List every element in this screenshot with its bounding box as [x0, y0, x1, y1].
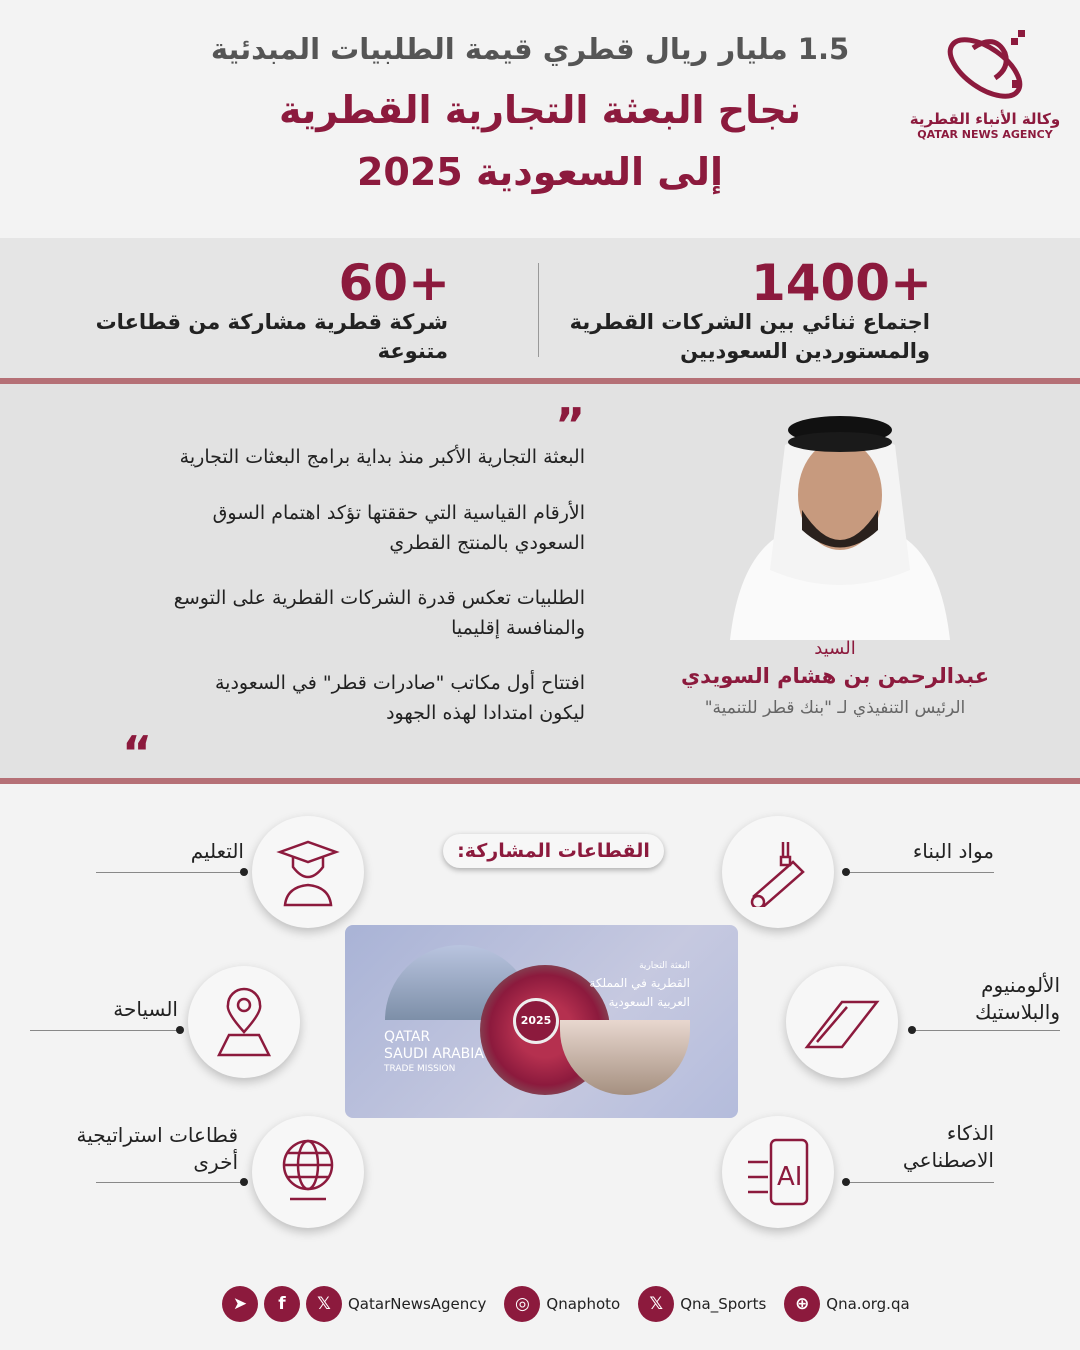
stat-line: شركة قطرية مشاركة من قطاعات: [95, 310, 448, 334]
stat-line: اجتماع ثنائي بين الشركات القطرية: [569, 310, 930, 334]
quote-line: السعودي بالمنتج القطري: [389, 532, 585, 554]
title-line-2: إلى السعودية 2025: [356, 150, 723, 194]
graduate-icon: [252, 816, 364, 928]
banner-ar-line2: العربية السعودية: [608, 995, 690, 1009]
globe-icon[interactable]: ⊕: [784, 1286, 821, 1322]
x-icon[interactable]: 𝕏: [306, 1286, 342, 1322]
stats-band: [0, 238, 1080, 378]
x-icon[interactable]: 𝕏: [638, 1286, 675, 1322]
connector-line: [846, 1182, 994, 1183]
logo-arabic: وكالة الأنباء القطرية: [909, 110, 1061, 128]
stat-line: متنوعة: [377, 339, 448, 363]
banner-ar-line1: القطرية في المملكة: [589, 976, 690, 990]
connector-dot: [240, 868, 248, 876]
stat-companies-label: شركة قطرية مشاركة من قطاعات متنوعة: [28, 308, 448, 366]
quote-point: افتتاح أول مكاتب "صادرات قطر" في السعودي…: [10, 668, 585, 728]
sector-label-ai: الذكاء الاصطناعي: [903, 1120, 994, 1174]
handle-main[interactable]: QatarNewsAgency: [348, 1295, 487, 1313]
quote-line: الأرقام القياسية التي حققتها تؤكد اهتمام…: [212, 502, 585, 524]
connector-dot: [908, 1026, 916, 1034]
ai-icon: AI: [722, 1116, 834, 1228]
globe-icon: [252, 1116, 364, 1228]
speaker-honorific: السيد: [814, 638, 856, 659]
banner-year: 2025: [513, 998, 559, 1044]
speaker-role: الرئيس التنفيذي لـ "بنك قطر للتنمية": [704, 698, 966, 718]
social-website[interactable]: ⊕ Qna.org.qa: [784, 1286, 910, 1322]
sector-label-education: التعليم: [190, 839, 244, 863]
svg-text:AI: AI: [777, 1162, 802, 1192]
banner-en: QATAR SAUDI ARABIA TRADE MISSION: [384, 1029, 484, 1075]
banner-ar-small: البعثة التجارية: [639, 961, 690, 971]
label-line: الألومنيوم: [981, 973, 1060, 997]
quote-line: البعثة التجارية الأكبر منذ بداية برامج ا…: [179, 446, 585, 468]
stat-meetings-label: اجتماع ثنائي بين الشركات القطرية والمستور…: [550, 308, 930, 366]
stat-companies-value: 60+: [338, 254, 450, 312]
title-line-1: نجاح البعثة التجارية القطرية: [278, 88, 802, 132]
aluminum-profile-icon: [786, 966, 898, 1078]
handle-instagram[interactable]: Qnaphoto: [546, 1295, 621, 1313]
facebook-icon[interactable]: f: [264, 1286, 300, 1322]
label-line: الذكاء: [946, 1121, 994, 1145]
social-x-sports[interactable]: 𝕏 Qna_Sports: [638, 1286, 766, 1322]
sector-label-construction: مواد البناء: [912, 839, 994, 863]
quote-line: الطلبيات تعكس قدرة الشركات القطرية على ا…: [173, 587, 585, 609]
handle-sports[interactable]: Qna_Sports: [680, 1295, 767, 1313]
sector-label-tourism: السياحة: [113, 997, 178, 1021]
close-quote-icon: ”: [555, 398, 586, 452]
divider-line: [0, 378, 1080, 384]
social-group-main[interactable]: ➤ f 𝕏 QatarNewsAgency: [222, 1286, 486, 1322]
connector-dot: [176, 1026, 184, 1034]
label-line: الاصطناعي: [902, 1148, 994, 1172]
stat-meetings-value: 1400+: [750, 254, 932, 312]
speaker-name: عبدالرحمن بن هشام السويدي: [680, 664, 990, 688]
sector-label-aluminum: الألومنيوم والبلاستيك: [975, 972, 1060, 1026]
logo-english: QATAR NEWS AGENCY: [917, 128, 1053, 141]
label-line: أخرى: [193, 1150, 238, 1174]
social-footer: ➤ f 𝕏 QatarNewsAgency ◎ Qnaphoto 𝕏 Qna_Spo…: [222, 1286, 910, 1322]
speaker-photo: [730, 416, 950, 640]
quote-point: الأرقام القياسية التي حققتها تؤكد اهتمام…: [10, 498, 585, 558]
quote-line: ليكون امتدادا لهذه الجهود: [386, 702, 585, 724]
divider-line: [0, 778, 1080, 784]
label-line: قطاعات استراتيجية: [76, 1123, 238, 1147]
qna-logo: وكالة الأنباء القطرية QATAR NEWS AGENCY: [905, 28, 1065, 141]
quote-point: البعثة التجارية الأكبر منذ بداية برامج ا…: [10, 442, 585, 472]
banner-en-line: QATAR: [384, 1029, 431, 1045]
sectors-heading: القطاعات المشاركة:: [443, 834, 664, 868]
instagram-icon[interactable]: ◎: [504, 1286, 541, 1322]
quote-point: الطلبيات تعكس قدرة الشركات القطرية على ا…: [10, 583, 585, 643]
website-link[interactable]: Qna.org.qa: [826, 1295, 910, 1313]
qna-logo-icon: [947, 30, 1025, 99]
connector-line: [912, 1030, 1060, 1031]
social-instagram[interactable]: ◎ Qnaphoto: [504, 1286, 620, 1322]
subtitle: 1.5 مليار ريال قطري قيمة الطلبيات المبدئ…: [210, 32, 850, 66]
connector-line: [96, 1182, 244, 1183]
quote-line: افتتاح أول مكاتب "صادرات قطر" في السعودي…: [215, 672, 585, 694]
stat-line: والمستوردين السعوديين: [680, 339, 930, 363]
connector-dot: [240, 1178, 248, 1186]
banner-en-line: SAUDI ARABIA: [384, 1046, 484, 1062]
sector-label-other: قطاعات استراتيجية أخرى: [77, 1122, 238, 1176]
connector-line: [30, 1030, 180, 1031]
connector-line: [96, 872, 244, 873]
connector-dot: [842, 1178, 850, 1186]
telegram-icon[interactable]: ➤: [222, 1286, 258, 1322]
connector-dot: [842, 868, 850, 876]
stats-divider: [538, 263, 539, 357]
open-quote-icon: “: [122, 726, 153, 780]
connector-line: [846, 872, 994, 873]
label-line: والبلاستيك: [975, 1000, 1060, 1024]
construction-pipe-icon: [722, 816, 834, 928]
banner-en-line: TRADE MISSION: [384, 1064, 456, 1074]
trade-mission-banner: 2025 البعثة التجارية القطرية في المملكة …: [345, 925, 738, 1118]
quote-line: والمنافسة إقليميا: [451, 617, 585, 639]
map-pin-icon: [188, 966, 300, 1078]
